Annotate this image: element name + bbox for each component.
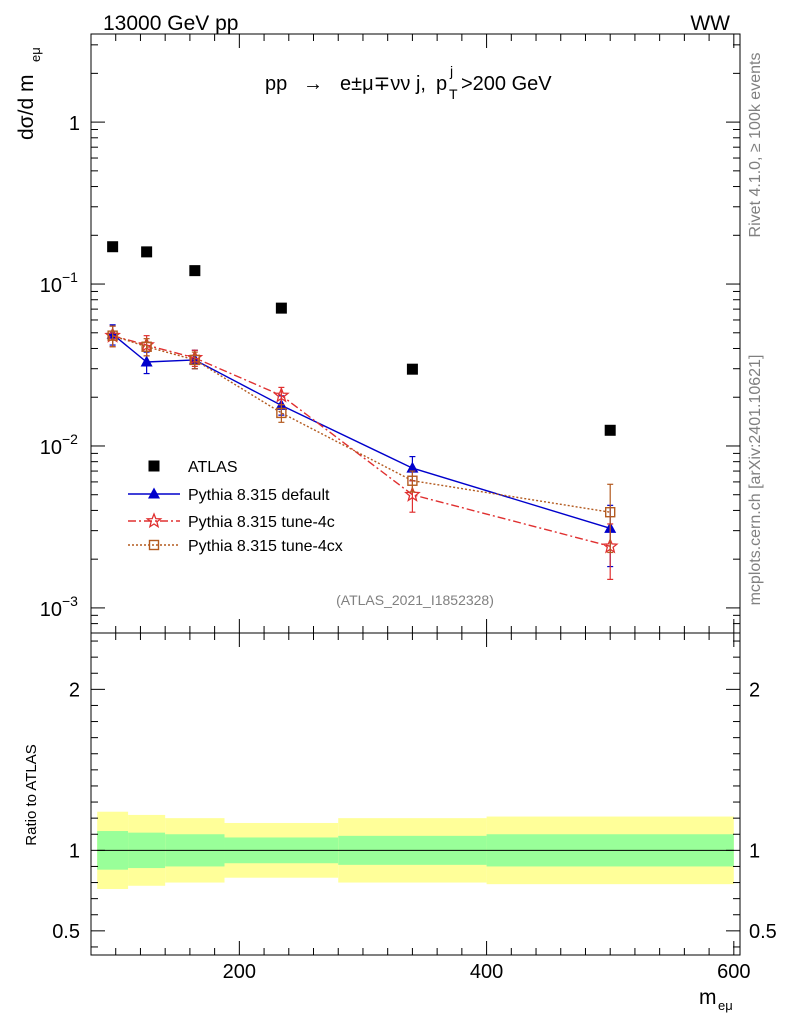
series-line (112, 335, 611, 547)
title-arrow: → (303, 73, 323, 95)
y-tick-exponent: −2 (62, 431, 78, 447)
data-point (272, 386, 290, 403)
ratio-bands (97, 811, 734, 889)
ratio-tick-label: 2 (749, 679, 760, 701)
legend-label: ATLAS (188, 459, 238, 476)
x-tick-label: 600 (717, 961, 750, 983)
ratio-tick-label: 2 (69, 679, 80, 701)
legend-marker (145, 512, 163, 529)
main-title: pp → e±μ∓νν j, p j T >200 GeV (265, 63, 552, 102)
title-superscript: j (449, 63, 453, 79)
data-point (189, 265, 201, 277)
series-3 (107, 325, 616, 554)
data-point (107, 330, 118, 341)
y-axis-label-sub: eμ (28, 47, 43, 62)
data-point (605, 507, 616, 518)
series-line (112, 333, 611, 529)
legend-label: Pythia 8.315 tune-4cx (188, 538, 343, 555)
collision-energy-label: 13000 GeV pp (103, 12, 238, 35)
x-tick-label: 200 (223, 961, 256, 983)
y-axis-label: dσ/d m eμ (15, 47, 43, 140)
title-p: p (436, 73, 447, 95)
data-point (275, 302, 287, 314)
legend-marker (148, 539, 160, 551)
data-point (407, 475, 418, 486)
title-prefix: pp (265, 73, 287, 95)
y-axis-label-main: dσ/d m (15, 75, 38, 140)
series-1 (106, 324, 617, 568)
legend-marker (148, 460, 160, 472)
legend-entry: ATLAS (148, 459, 238, 476)
data-point (604, 424, 616, 436)
series-2 (104, 325, 619, 580)
series-layer (104, 241, 619, 580)
x-axis-label-sub: eμ (718, 998, 733, 1013)
y-tick-label: 1 (69, 113, 80, 135)
ratio-tick-label: 0.5 (52, 921, 80, 943)
series-line (112, 335, 611, 513)
y-tick-exponent: −3 (62, 593, 78, 609)
data-point (276, 407, 287, 419)
x-axis-label-main: m (699, 986, 717, 1009)
title-process: e±μ∓νν j, (340, 73, 426, 95)
legend: ATLAS Pythia 8.315 default Pythia 8.315 tu… (128, 459, 343, 555)
data-point (141, 341, 152, 352)
process-label: WW (690, 12, 730, 35)
ratio-frame (90, 632, 741, 956)
ratio-tick-label: 1 (69, 840, 80, 862)
x-axis-label: m eμ (699, 986, 733, 1013)
data-point (140, 355, 153, 367)
mcplots-label: mcplots.cern.ch [arXiv:2401.10621] (747, 355, 764, 606)
legend-marker (148, 487, 160, 499)
data-point (141, 246, 153, 258)
ratio-tick-label: 0.5 (749, 921, 777, 943)
reference-label: (ATLAS_2021_I1852328) (336, 592, 494, 608)
legend-label: Pythia 8.315 default (188, 487, 330, 504)
title-cut: >200 GeV (461, 73, 552, 95)
legend-entry: Pythia 8.315 tune-4cx (128, 538, 343, 555)
series-atlas (107, 241, 616, 436)
data-point (404, 485, 421, 502)
y-tick-label: 10 (40, 437, 62, 459)
x-tick-label: 400 (470, 961, 503, 983)
legend-label: Pythia 8.315 tune-4c (188, 514, 335, 531)
data-point (406, 363, 418, 375)
ratio-tick-label: 1 (749, 840, 760, 862)
legend-entry: Pythia 8.315 default (128, 487, 330, 504)
legend-entry: Pythia 8.315 tune-4c (128, 512, 335, 531)
data-point (189, 354, 201, 366)
y-tick-label: 10 (40, 275, 62, 297)
y-tick-exponent: −1 (62, 269, 78, 285)
title-subscript: T (449, 86, 458, 102)
y-tick-label: 10 (40, 599, 62, 621)
ratio-axis-label: Ratio to ATLAS (23, 744, 40, 845)
data-point (107, 241, 119, 253)
data-point (406, 461, 419, 473)
rivet-version-label: Rivet 4.1.0, ≥ 100k events (747, 53, 764, 238)
